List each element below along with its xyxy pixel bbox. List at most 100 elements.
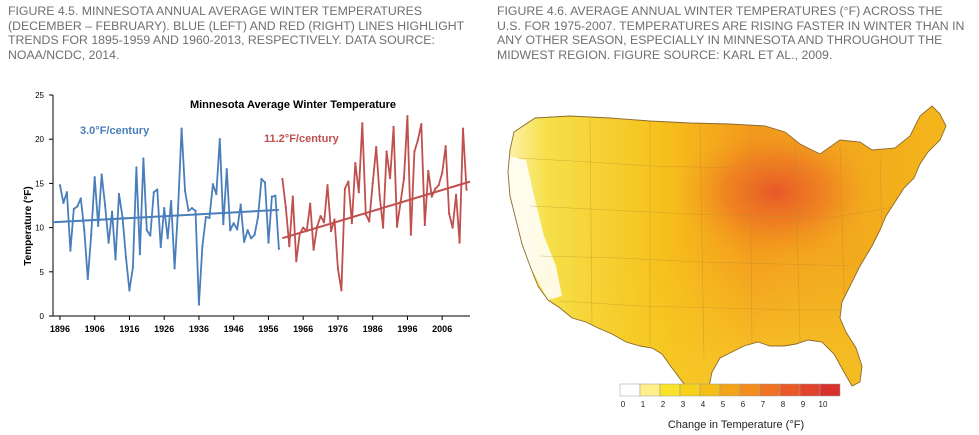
data-point <box>455 193 458 196</box>
data-point <box>62 201 65 204</box>
data-point <box>361 122 364 125</box>
data-point <box>131 266 135 269</box>
x-tick-label: 1926 <box>154 324 174 334</box>
data-point <box>448 212 451 215</box>
data-point <box>413 150 416 153</box>
figure-caption-left: FIGURE 4.5. MINNESOTA ANNUAL AVERAGE WIN… <box>8 4 464 62</box>
data-point <box>166 237 169 240</box>
data-point <box>187 209 190 212</box>
data-point <box>124 256 128 259</box>
data-point <box>190 207 194 210</box>
data-point <box>114 258 117 261</box>
data-point <box>145 229 148 232</box>
data-point <box>263 181 267 184</box>
data-point <box>302 226 305 229</box>
data-point <box>239 203 242 206</box>
map-legend-title: Change in Temperature (°F) <box>668 419 804 431</box>
data-point <box>180 127 183 130</box>
data-point <box>350 222 353 225</box>
x-tick-label: 1906 <box>85 324 105 334</box>
x-tick-label: 1896 <box>50 324 70 334</box>
data-point <box>117 192 121 196</box>
data-point <box>173 267 176 270</box>
data-point <box>291 195 294 198</box>
data-point <box>465 188 468 191</box>
legend-swatch <box>739 383 761 397</box>
legend-swatch <box>819 383 841 397</box>
data-point <box>76 205 79 208</box>
data-point <box>298 232 301 235</box>
x-tick-label: 1956 <box>258 324 278 334</box>
data-point <box>395 225 399 228</box>
data-point <box>357 191 360 194</box>
legend-swatch <box>779 383 801 397</box>
legend-tick-label: 10 <box>819 400 828 409</box>
data-point <box>385 150 388 153</box>
data-point <box>378 193 381 196</box>
data-point <box>246 229 249 232</box>
data-point <box>333 218 336 221</box>
x-tick-label: 1986 <box>363 324 383 334</box>
data-point <box>260 177 263 181</box>
data-point <box>319 215 322 218</box>
data-point <box>69 249 72 252</box>
chart-title: Minnesota Average Winter Temperature <box>190 99 396 111</box>
data-point <box>461 127 465 130</box>
data-point <box>104 204 107 207</box>
legend-swatch <box>659 383 681 397</box>
legend-tick-label: 9 <box>801 400 806 409</box>
data-point <box>409 233 413 236</box>
data-point <box>65 191 68 194</box>
data-point <box>441 171 444 174</box>
caption-line: NOAA/NCDC, 2014. <box>8 47 120 62</box>
data-point <box>316 225 319 228</box>
data-point <box>211 183 214 186</box>
data-point <box>110 210 114 213</box>
legend-tick-label: 1 <box>641 400 646 409</box>
legend-swatch <box>699 383 721 397</box>
data-point <box>138 253 141 256</box>
data-point <box>170 199 173 203</box>
data-point <box>427 169 430 173</box>
data-point <box>86 277 89 280</box>
data-point <box>375 146 378 149</box>
data-point <box>58 184 62 187</box>
data-point <box>284 206 287 209</box>
y-tick-label: 10 <box>35 224 44 233</box>
data-point <box>183 189 187 192</box>
data-point <box>194 209 197 212</box>
data-point <box>93 176 96 179</box>
data-point <box>204 215 207 219</box>
legend-swatch <box>799 383 821 397</box>
data-point <box>364 213 367 216</box>
data-point <box>107 241 110 244</box>
data-point <box>142 157 145 160</box>
data-point <box>156 188 159 191</box>
figure-caption-right: FIGURE 4.6. AVERAGE ANNUAL WINTER TEMPER… <box>497 4 967 62</box>
data-point <box>416 138 419 142</box>
legend-tick-label: 5 <box>721 400 726 409</box>
us-winter-temperature-map: 0 1 2 3 4 5 6 7 8 9 10 Change in Temperature (°F) <box>507 105 947 431</box>
data-point <box>329 230 333 233</box>
data-point <box>388 176 392 180</box>
data-point <box>434 187 437 190</box>
data-point <box>215 192 218 196</box>
legend-swatch <box>639 383 661 397</box>
data-point <box>90 233 93 236</box>
data-point <box>225 168 228 171</box>
data-point <box>326 184 329 187</box>
data-point <box>135 166 138 169</box>
data-point <box>267 241 270 244</box>
legend-tick-label: 3 <box>681 400 686 409</box>
trend-line-red <box>282 180 471 240</box>
data-point <box>322 221 326 224</box>
x-tick-label: 1916 <box>119 324 139 334</box>
minnesota-winter-temperature-chart: Minnesota Average Winter Temperature Tem… <box>23 91 471 334</box>
data-point <box>249 237 253 240</box>
data-point <box>222 222 225 226</box>
data-point <box>420 123 423 126</box>
data-point <box>229 229 232 232</box>
data-point <box>402 176 406 180</box>
data-point <box>281 177 284 181</box>
data-point <box>177 207 180 210</box>
